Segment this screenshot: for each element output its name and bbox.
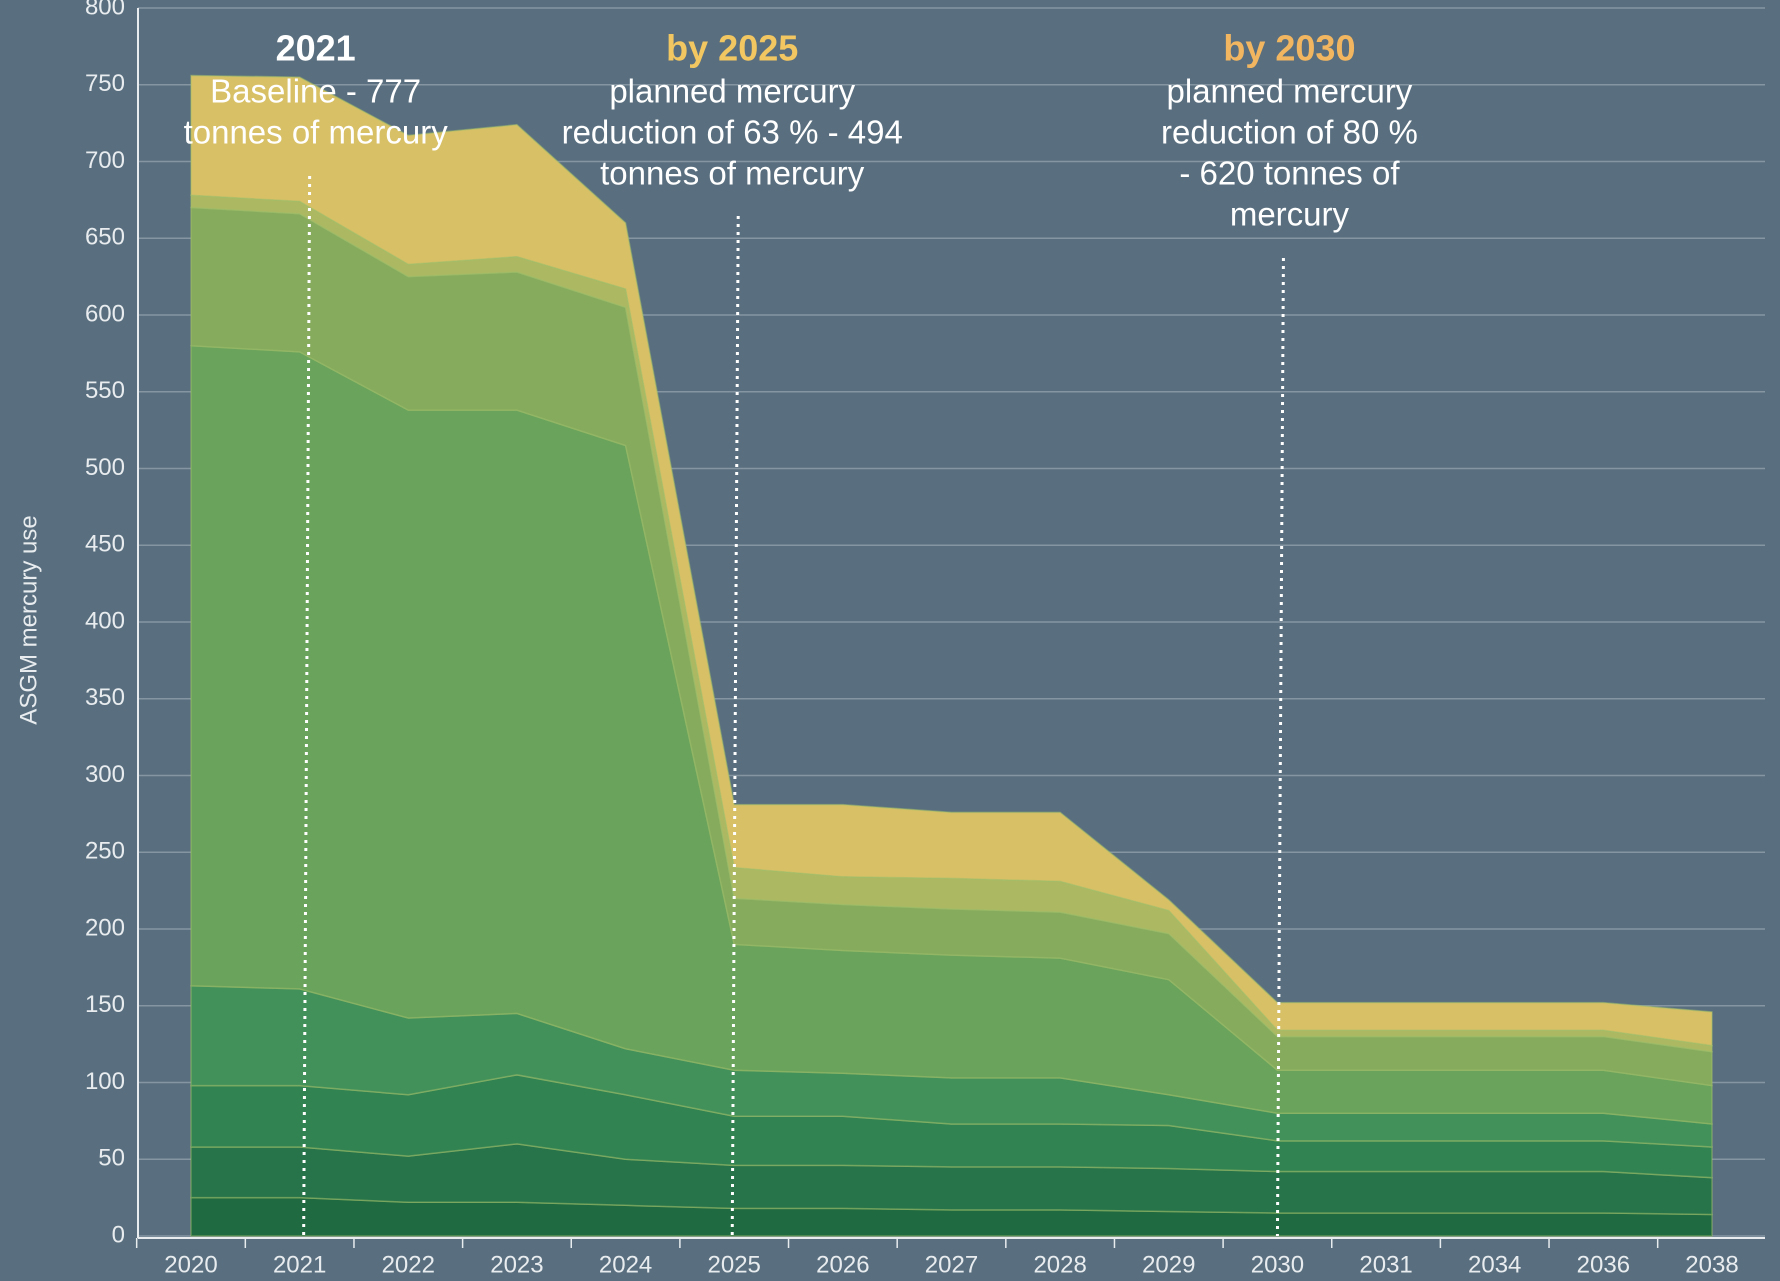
y-tick-label: 350	[85, 684, 125, 711]
x-tick-label: 2027	[925, 1251, 978, 1278]
y-tick-label: 700	[85, 147, 125, 174]
annotation-text: planned mercury	[609, 73, 855, 110]
y-tick-label: 600	[85, 300, 125, 327]
x-tick-label: 2020	[164, 1251, 217, 1278]
annotation-text: Baseline - 777	[210, 73, 421, 110]
annotation-title: by 2025	[666, 28, 798, 69]
annotation-text: mercury	[1230, 196, 1350, 233]
annotation-title: 2021	[276, 28, 356, 69]
x-tick-label: 2029	[1142, 1251, 1195, 1278]
y-tick-label: 50	[98, 1145, 125, 1172]
y-tick-label: 650	[85, 224, 125, 251]
x-tick-label: 2026	[816, 1251, 869, 1278]
x-tick-label: 2021	[273, 1251, 326, 1278]
y-tick-label: 500	[85, 454, 125, 481]
x-tick-label: 2025	[708, 1251, 761, 1278]
y-tick-label: 0	[112, 1221, 125, 1248]
area	[190, 74, 1713, 1047]
y-axis-label: ASGM mercury use	[15, 515, 42, 724]
y-tick-label: 450	[85, 531, 125, 558]
annotation-line	[302, 175, 312, 1237]
annotation-line	[730, 215, 740, 1237]
annotation-line	[1275, 257, 1285, 1237]
annotation-text: tonnes of mercury	[600, 155, 865, 192]
y-tick-label: 750	[85, 70, 125, 97]
annotation-title: by 2030	[1223, 28, 1355, 69]
y-tick-label: 300	[85, 761, 125, 788]
y-tick-label: 250	[85, 838, 125, 865]
annotation-text: reduction of 63 % - 494	[562, 114, 903, 151]
y-tick-label: 400	[85, 607, 125, 634]
y-tick-label: 550	[85, 377, 125, 404]
annotation-text: - 620 tonnes of	[1179, 155, 1400, 192]
x-tick-label: 2030	[1251, 1251, 1304, 1278]
x-tick-label: 2038	[1685, 1251, 1738, 1278]
x-tick-label: 2022	[382, 1251, 435, 1278]
x-tick-label: 2034	[1468, 1251, 1521, 1278]
y-tick-label: 800	[85, 0, 125, 20]
x-tick-label: 2024	[599, 1251, 652, 1278]
x-tick-label: 2031	[1359, 1251, 1412, 1278]
y-tick-label: 150	[85, 991, 125, 1018]
y-tick-label: 200	[85, 914, 125, 941]
annotation-text: tonnes of mercury	[184, 114, 449, 151]
annotation-text: planned mercury	[1167, 73, 1413, 110]
y-tick-label: 100	[85, 1068, 125, 1095]
x-tick-label: 2028	[1033, 1251, 1086, 1278]
x-tick-label: 2023	[490, 1251, 543, 1278]
x-tick-label: 2036	[1577, 1251, 1630, 1278]
annotation-text: reduction of 80 %	[1161, 114, 1418, 151]
